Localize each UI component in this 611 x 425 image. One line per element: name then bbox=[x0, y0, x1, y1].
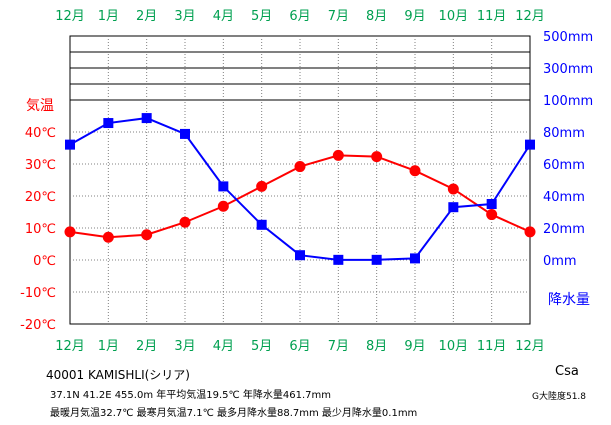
month-label-top: 3月 bbox=[174, 9, 195, 24]
month-label-bottom: 11月 bbox=[477, 339, 507, 354]
precipitation-point bbox=[295, 250, 305, 261]
precipitation-point bbox=[65, 139, 75, 150]
precipitation-point bbox=[333, 254, 344, 265]
month-label-bottom: 5月 bbox=[251, 339, 272, 354]
month-label-top: 2月 bbox=[136, 9, 157, 24]
temperature-tick-label: 30℃ bbox=[25, 158, 56, 173]
precipitation-point bbox=[103, 118, 114, 129]
temperature-point bbox=[64, 226, 76, 238]
precipitation-tick-label: 300mm bbox=[543, 62, 593, 77]
month-label-bottom: 8月 bbox=[366, 339, 387, 354]
precipitation-point bbox=[180, 128, 190, 139]
month-label-bottom: 3月 bbox=[174, 339, 195, 354]
month-label-bottom: 4月 bbox=[213, 339, 234, 354]
month-label-top: 11月 bbox=[477, 9, 507, 24]
temperature-axis-title: 気温 bbox=[26, 98, 54, 114]
precipitation-line bbox=[69, 117, 531, 261]
temperature-tick-label: 10℃ bbox=[25, 222, 56, 237]
precipitation-point bbox=[486, 199, 497, 209]
temperature-tick-label: 40℃ bbox=[25, 126, 56, 141]
temperature-point bbox=[486, 209, 498, 221]
temperature-point bbox=[102, 231, 114, 243]
temperature-tick-label: 20℃ bbox=[25, 190, 56, 205]
temperature-tick-label: -20℃ bbox=[20, 318, 56, 333]
precipitation-point bbox=[448, 202, 459, 213]
temperature-point bbox=[447, 183, 459, 195]
month-label-bottom: 9月 bbox=[404, 339, 425, 354]
temperature-point bbox=[294, 161, 306, 173]
month-label-top: 8月 bbox=[366, 9, 387, 24]
month-label-top: 1月 bbox=[98, 9, 119, 24]
precipitation-point bbox=[141, 113, 152, 124]
month-label-top: 6月 bbox=[289, 9, 310, 24]
precipitation-point bbox=[525, 139, 535, 150]
temperature-point bbox=[217, 200, 229, 212]
precipitation-tick-label: 0mm bbox=[543, 254, 577, 269]
precipitation-tick-label: 40mm bbox=[543, 190, 585, 205]
month-label-top: 9月 bbox=[404, 9, 425, 24]
month-label-top: 4月 bbox=[213, 9, 234, 24]
month-label-top: 5月 bbox=[251, 9, 272, 24]
precipitation-tick-label: 100mm bbox=[543, 94, 593, 109]
temperature-point bbox=[256, 180, 268, 192]
precipitation-tick-label: 20mm bbox=[543, 222, 585, 237]
month-label-bottom: 2月 bbox=[136, 339, 157, 354]
precipitation-tick-label: 60mm bbox=[543, 158, 585, 173]
month-label-top: 7月 bbox=[328, 9, 349, 24]
precipitation-point bbox=[218, 181, 229, 192]
temperature-point bbox=[371, 151, 383, 163]
precipitation-axis-title: 降水量 bbox=[548, 292, 590, 308]
month-label-top: 10月 bbox=[439, 9, 469, 24]
precipitation-point bbox=[256, 219, 267, 230]
temperature-tick-label: -10℃ bbox=[20, 286, 56, 301]
precipitation-point bbox=[371, 254, 382, 265]
temperature-point bbox=[179, 216, 191, 228]
temperature-point bbox=[332, 149, 344, 161]
month-label-bottom: 1月 bbox=[98, 339, 119, 354]
month-label-top: 12月 bbox=[55, 9, 85, 24]
month-label-top: 12月 bbox=[515, 9, 545, 24]
month-label-bottom: 6月 bbox=[289, 339, 310, 354]
temperature-point bbox=[409, 165, 421, 177]
month-label-bottom: 10月 bbox=[439, 339, 469, 354]
precipitation-tick-label: 500mm bbox=[543, 30, 593, 45]
temperature-tick-label: 0℃ bbox=[33, 254, 56, 269]
precipitation-point bbox=[410, 253, 420, 264]
month-label-bottom: 12月 bbox=[55, 339, 85, 354]
temperature-point bbox=[141, 229, 153, 241]
month-label-bottom: 7月 bbox=[328, 339, 349, 354]
precipitation-tick-label: 80mm bbox=[543, 126, 585, 141]
month-label-bottom: 12月 bbox=[515, 339, 545, 354]
temperature-point bbox=[524, 226, 536, 238]
